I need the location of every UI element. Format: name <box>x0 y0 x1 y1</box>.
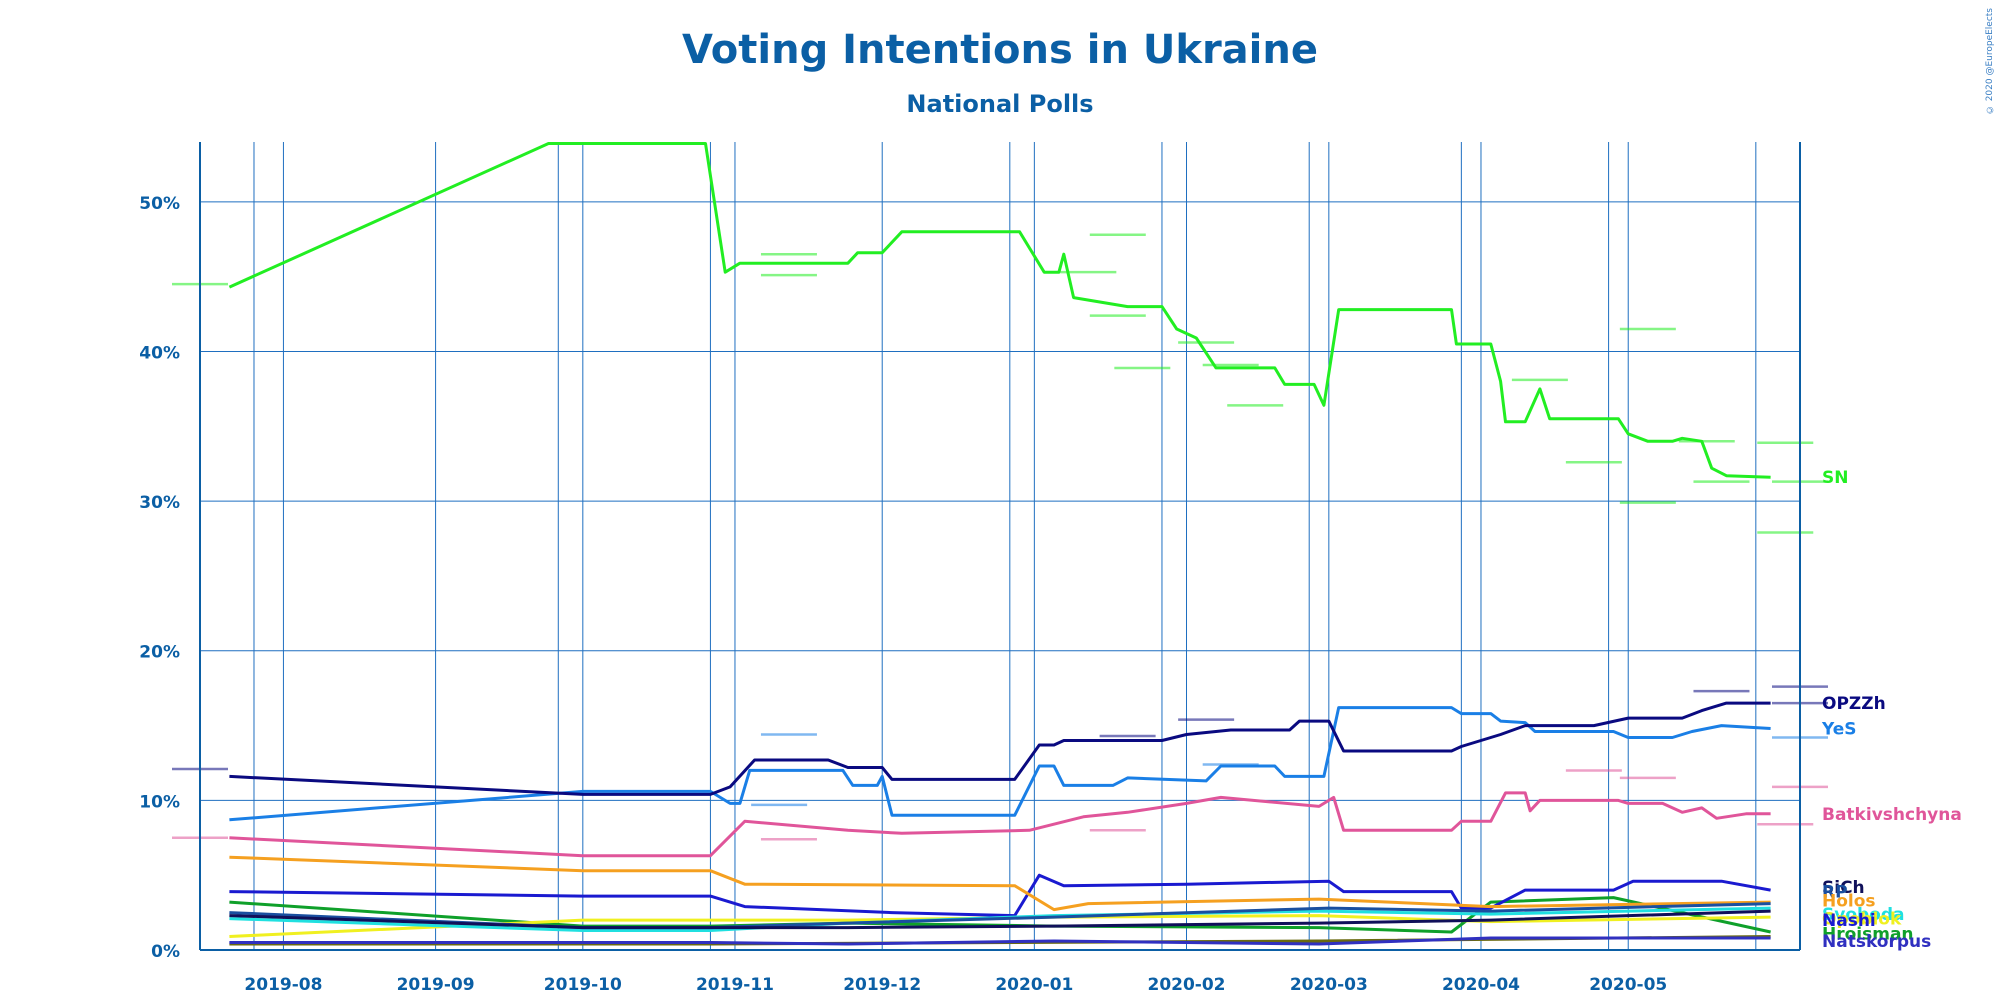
chart-title: Voting Intentions in Ukraine <box>682 27 1318 73</box>
end-label: Opoblok <box>1822 910 1902 930</box>
series-line-batkivshchyna <box>229 791 1771 858</box>
x-tick-label: 2020-03 <box>1290 975 1368 995</box>
grid-layer <box>200 142 1800 950</box>
series-layer <box>228 142 1771 946</box>
y-tick-label: 40% <box>139 343 180 363</box>
y-tick-label: 10% <box>139 792 180 812</box>
end-label: Hroisman <box>1822 925 1914 945</box>
chart-subtitle: National Polls <box>906 90 1093 118</box>
y-tick-label: 50% <box>139 194 180 214</box>
x-tick-label: 2020-02 <box>1147 975 1225 995</box>
x-tick-label: 2019-08 <box>244 975 322 995</box>
series-line-sn <box>228 142 1771 479</box>
series-line-natskorpus <box>229 936 1771 946</box>
axis-layer: 0% 10% 20% 30% 40% 50% 2019-08 2019-09 2019-10 20… <box>139 142 1801 995</box>
x-tick-label: 2019-10 <box>544 975 622 995</box>
end-label: RP <box>1822 883 1848 903</box>
series-line-sich <box>229 909 1771 930</box>
y-tick-label: 0% <box>151 942 180 962</box>
series-line-holos <box>229 855 1771 912</box>
end-labels-layer: SN OPZZh YeS Batkivshchyna SiChRPHolosSvobod… <box>1821 468 1962 952</box>
x-tick-label: 2020-01 <box>995 975 1073 995</box>
end-label: Svoboda <box>1822 905 1905 925</box>
copyright-watermark: © 2020 @EuropeElects <box>1985 8 1995 115</box>
end-label: SN <box>1822 468 1848 488</box>
end-label: OPZZh <box>1822 694 1886 714</box>
chart-title-group: Voting Intentions in Ukraine National Po… <box>682 27 1318 118</box>
x-tick-label: 2019-09 <box>397 975 475 995</box>
series-line-opzzh <box>229 701 1771 796</box>
end-label: SiCh <box>1822 878 1865 898</box>
x-tick-label: 2019-11 <box>696 975 774 995</box>
end-label: Batkivshchyna <box>1822 805 1962 825</box>
end-label: Holos <box>1822 892 1876 912</box>
end-label: YeS <box>1821 720 1857 740</box>
x-tick-label: 2020-04 <box>1442 975 1520 995</box>
x-tick-label: 2019-12 <box>843 975 921 995</box>
end-label: Natskorpus <box>1822 932 1931 952</box>
y-tick-label: 20% <box>139 643 180 663</box>
series-line-nashi <box>229 873 1771 918</box>
y-tick-label: 30% <box>139 493 180 513</box>
end-label: Nashi <box>1822 911 1876 931</box>
series-line-yes <box>229 706 1771 822</box>
x-tick-label: 2020-05 <box>1589 975 1667 995</box>
poll-markers-layer <box>172 233 1828 841</box>
